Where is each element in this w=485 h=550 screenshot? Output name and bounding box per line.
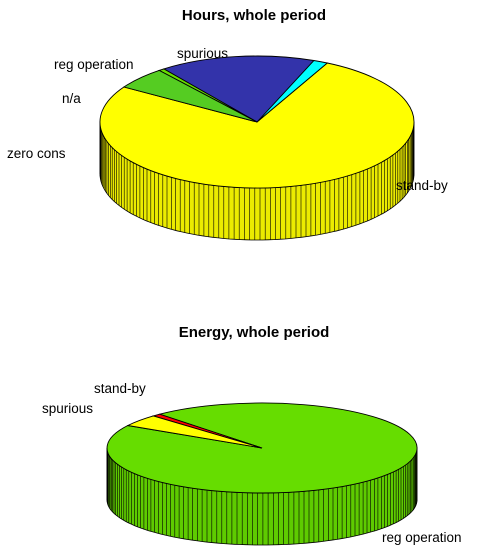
slice-label: spurious [177, 46, 228, 61]
slice-labels: stand-by zero cons n/a reg operation spuriou… [7, 46, 448, 193]
slice-label: spurious [42, 401, 93, 416]
slice-label: zero cons [7, 146, 66, 161]
chart-title: Hours, whole period [182, 7, 326, 24]
pie-slice-na [162, 55, 315, 123]
energy-pie-chart: Energy, whole period reg operation spurio… [42, 324, 462, 546]
slice-label: reg operation [54, 57, 134, 72]
pie-slices [106, 402, 418, 546]
slice-label: n/a [62, 91, 81, 106]
slice-side-hatching [106, 448, 418, 545]
pie-slice-stand-by [126, 415, 263, 449]
pie-slice-reg-operation [106, 402, 418, 494]
slice-label: stand-by [396, 178, 448, 193]
chart-title: Energy, whole period [179, 324, 330, 341]
pie-slice-stand-by [99, 62, 415, 189]
slice-label: reg operation [382, 530, 462, 545]
slice-side-hatching [99, 122, 415, 240]
slice-label: stand-by [94, 381, 146, 396]
pie-slices [99, 55, 415, 241]
pie-slice-spurious [122, 69, 258, 123]
hours-pie-chart: Hours, whole period stand-by zero cons n/a… [7, 7, 448, 241]
